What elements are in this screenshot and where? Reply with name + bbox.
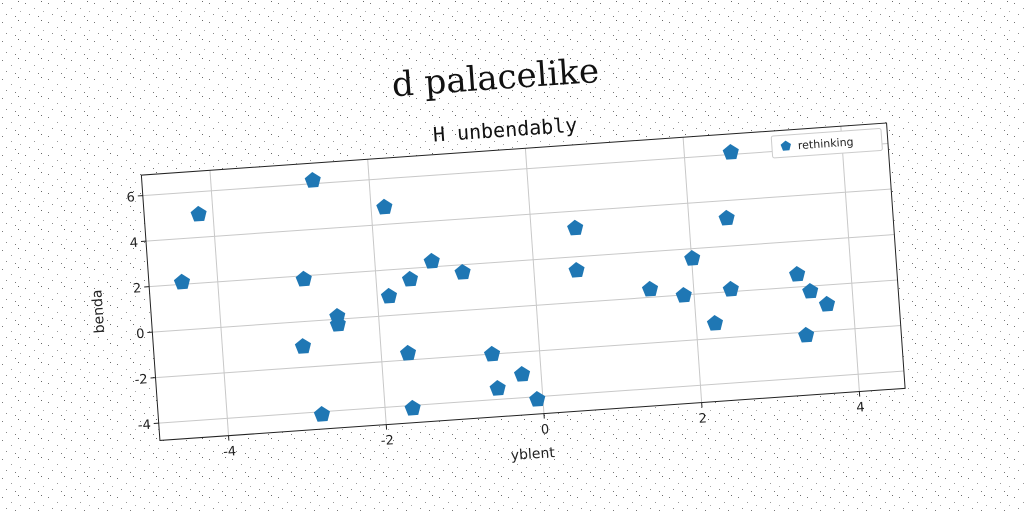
- x-tick-label: 2: [698, 411, 707, 427]
- x-tick-label: -4: [223, 444, 237, 460]
- grid-line: [367, 159, 387, 425]
- scatter-point: [483, 345, 501, 362]
- scatter-point: [380, 287, 398, 304]
- scatter-point: [706, 314, 724, 331]
- scatter-point: [329, 315, 346, 332]
- x-tick-label: 0: [540, 422, 549, 438]
- legend-box: [770, 128, 883, 159]
- scatter-point: [190, 205, 207, 222]
- y-tick-label: -2: [134, 372, 148, 388]
- scatter-point: [529, 390, 546, 407]
- scatter-point: [454, 263, 471, 280]
- plot-group: d palacelike H unbendably yblent benda -…: [89, 51, 906, 464]
- y-tick-label: 2: [133, 281, 142, 297]
- scatter-point: [802, 282, 819, 299]
- grid-line: [840, 126, 860, 392]
- grid-line: [155, 325, 901, 379]
- scatter-point: [718, 209, 735, 226]
- scatter-point: [399, 344, 417, 361]
- grid-line: [145, 188, 892, 242]
- x-axis-label: yblent: [510, 445, 556, 464]
- y-tick-label: -4: [137, 418, 151, 434]
- scatter-point: [404, 399, 421, 416]
- scatter-point: [423, 252, 440, 269]
- scatter-point: [173, 273, 191, 290]
- scatter-point: [513, 365, 531, 382]
- scatter-point: [489, 379, 506, 396]
- scatter-point: [789, 266, 806, 282]
- y-axis-label: benda: [89, 289, 108, 334]
- scatter-point: [313, 406, 331, 422]
- legend: rethinking: [770, 128, 883, 159]
- scatter-point: [294, 338, 312, 354]
- axes-frame: [140, 122, 906, 441]
- grid-line: [142, 142, 889, 197]
- legend-label: rethinking: [797, 135, 854, 152]
- x-tick-label: 4: [856, 400, 865, 416]
- scatter-point: [568, 261, 585, 278]
- axes-background: [141, 122, 906, 441]
- grid-line: [152, 279, 898, 333]
- y-tick-label: 6: [126, 190, 135, 206]
- scatter-point: [304, 171, 321, 188]
- scatter-point: [818, 295, 836, 312]
- scatter-point: [798, 326, 815, 343]
- scatter-point: [376, 198, 393, 215]
- grid-line: [149, 234, 895, 288]
- grid-line: [524, 148, 545, 414]
- grid-line: [682, 137, 703, 403]
- scatter-point: [641, 280, 659, 297]
- scatter-point: [401, 270, 418, 287]
- scatter-point: [684, 249, 701, 266]
- grid-line: [209, 170, 230, 436]
- legend-marker: [780, 140, 791, 151]
- scatter-point: [675, 286, 692, 303]
- scatter-point: [295, 270, 312, 287]
- scatter-point: [722, 280, 739, 297]
- scatter-point: [722, 143, 739, 160]
- scatter-point: [567, 219, 584, 236]
- y-tick-label: 0: [136, 327, 145, 343]
- x-tick-label: -2: [380, 433, 394, 449]
- y-tick-label: 4: [129, 236, 138, 252]
